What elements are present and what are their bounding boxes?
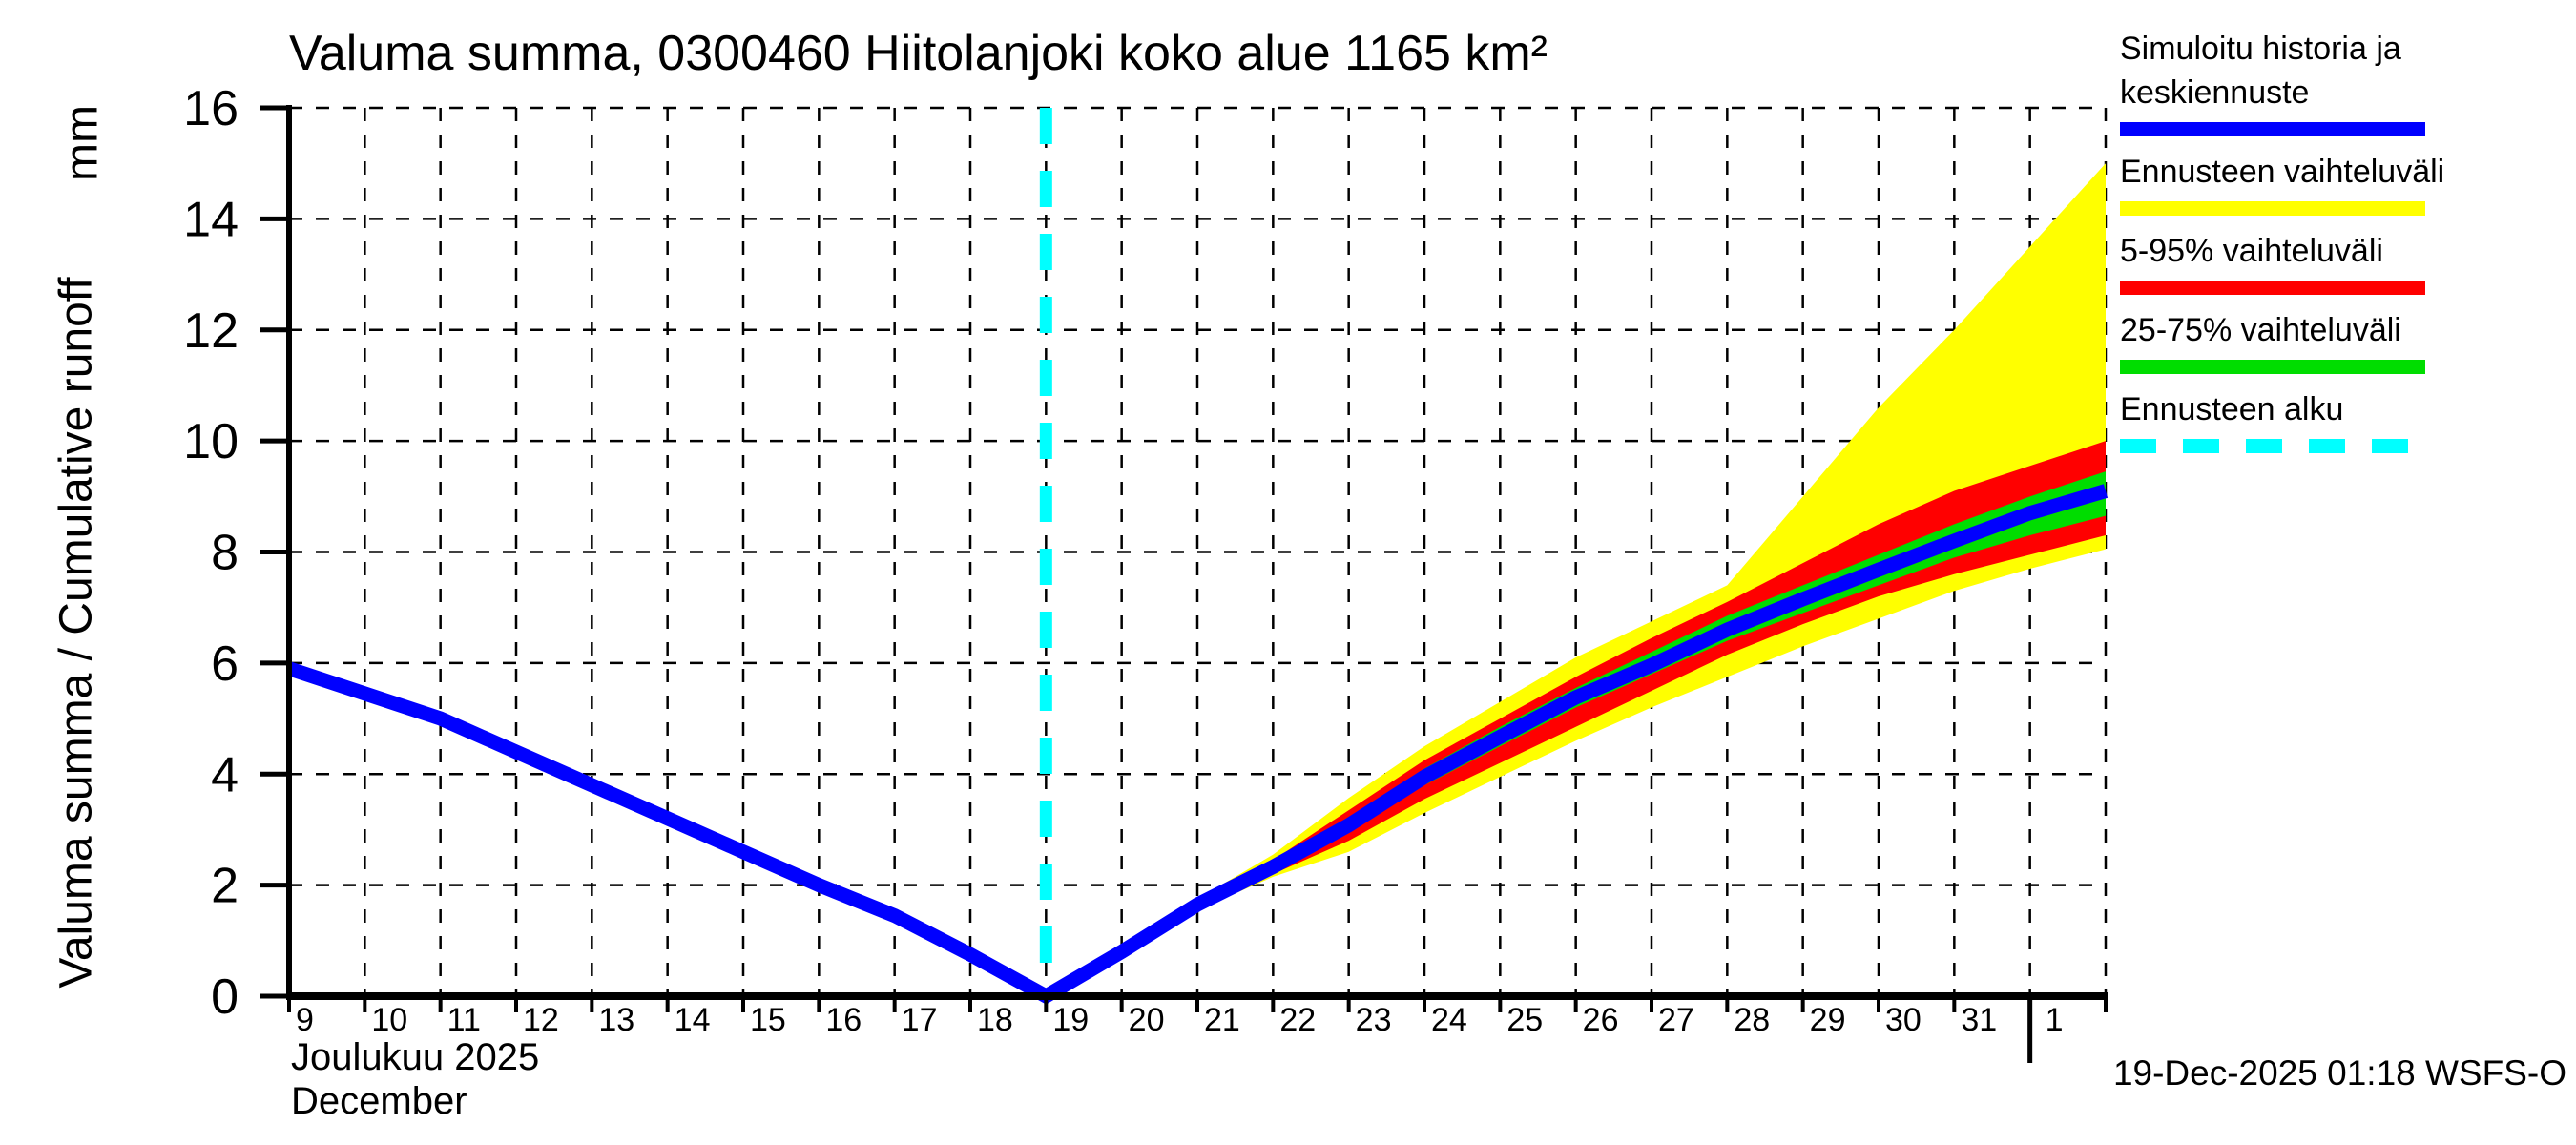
y-tick-label-6: 6	[211, 636, 239, 692]
x-tick-label-day-24: 24	[1431, 1002, 1467, 1038]
x-tick-label-day-17: 17	[902, 1002, 938, 1038]
x-tick-label-day-28: 28	[1734, 1002, 1770, 1038]
chart-title: Valuma summa, 0300460 Hiitolanjoki koko …	[289, 26, 1548, 81]
x-tick-label-day-15: 15	[750, 1002, 786, 1038]
legend-label-simulated-history: Simuloitu historia ja keskiennuste	[2120, 31, 2401, 111]
x-tick-label-day-26: 26	[1583, 1002, 1619, 1038]
y-tick-label-14: 14	[183, 192, 239, 247]
legend-label-forecast-range: Ennusteen vaihteluväli	[2120, 154, 2445, 190]
history-and-median-line	[286, 484, 2109, 1005]
x-tick-label-day-10: 10	[371, 1002, 407, 1038]
y-tick-label-4: 4	[211, 747, 239, 802]
legend: Simuloitu historia ja keskiennuste Ennust…	[2120, 27, 2471, 467]
x-tick-label-day-30: 30	[1885, 1002, 1922, 1038]
x-tick-label-day-25: 25	[1506, 1002, 1543, 1038]
x-tick-label-day-18: 18	[977, 1002, 1013, 1038]
x-axis-month-label-fi: Joulukuu 2025	[291, 1036, 540, 1078]
x-tick-label-day-21: 21	[1204, 1002, 1240, 1038]
legend-label-forecast-start: Ennusteen alku	[2120, 391, 2344, 427]
x-tick-label-day-16: 16	[825, 1002, 862, 1038]
x-tick-label-day-20: 20	[1129, 1002, 1165, 1038]
x-tick-label-day-14: 14	[675, 1002, 711, 1038]
x-tick-label-day-13: 13	[598, 1002, 634, 1038]
x-tick-label-day-12: 12	[523, 1002, 559, 1038]
x-tick-label-day-19: 19	[1052, 1002, 1089, 1038]
x-tick-label-day-32: 1	[2046, 1002, 2064, 1038]
y-tick-label-8: 8	[211, 526, 239, 581]
x-tick-label-day-9: 9	[296, 1002, 314, 1038]
x-axis-month-label-en: December	[291, 1080, 467, 1122]
timestamp: 19-Dec-2025 01:18 WSFS-O	[2112, 1053, 2566, 1093]
x-tick-label-day-23: 23	[1356, 1002, 1392, 1038]
legend-swatch-range-25-75	[2120, 360, 2425, 374]
x-tick-label-day-29: 29	[1810, 1002, 1846, 1038]
y-tick-label-16: 16	[183, 81, 239, 136]
legend-swatch-forecast-range	[2120, 201, 2425, 216]
legend-item-range-25-75: 25-75% vaihteluväli	[2120, 308, 2471, 374]
legend-item-forecast-start: Ennusteen alku	[2120, 387, 2471, 453]
legend-swatch-forecast-start	[2120, 439, 2425, 453]
legend-swatch-simulated-history	[2120, 122, 2425, 136]
band-forecast-range	[1046, 163, 2106, 996]
legend-item-forecast-range: Ennusteen vaihteluväli	[2120, 150, 2471, 216]
legend-item-range-5-95: 5-95% vaihteluväli	[2120, 229, 2471, 295]
y-tick-label-0: 0	[211, 969, 239, 1025]
legend-label-range-5-95: 5-95% vaihteluväli	[2120, 233, 2383, 269]
x-tick-label-day-11: 11	[447, 1002, 481, 1038]
legend-item-simulated-history: Simuloitu historia ja keskiennuste	[2120, 27, 2471, 136]
y-tick-label-12: 12	[183, 303, 239, 359]
legend-label-range-25-75: 25-75% vaihteluväli	[2120, 312, 2401, 348]
x-tick-label-day-31: 31	[1961, 1002, 1997, 1038]
x-tick-label-day-27: 27	[1658, 1002, 1694, 1038]
legend-swatch-range-5-95	[2120, 281, 2425, 295]
x-tick-label-day-22: 22	[1279, 1002, 1316, 1038]
y-tick-label-10: 10	[183, 414, 239, 469]
y-tick-label-2: 2	[211, 859, 239, 914]
